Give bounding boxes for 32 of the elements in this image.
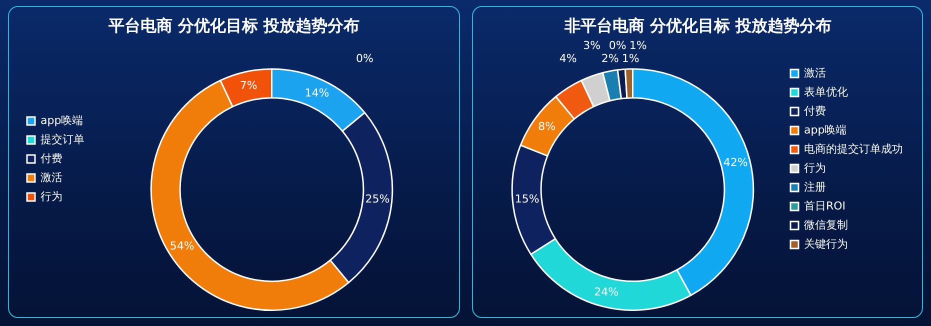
legend-label: 注册 — [804, 180, 826, 194]
data-label: 14% — [304, 86, 330, 100]
legend-label: 提交订单 — [40, 132, 84, 146]
legend-label: 行为 — [804, 161, 826, 174]
text: 0% — [356, 52, 374, 65]
legend-label: 电商的提交订单成功 — [804, 142, 902, 156]
chart-title: 平台电商 分优化目标 投放趋势分布 — [107, 16, 360, 35]
data-label: 2% — [600, 52, 618, 65]
legend-label: app唤端 — [40, 114, 84, 127]
chart-title: 非平台电商 分优化目标 投放趋势分布 — [562, 16, 832, 35]
data-label: 24% — [594, 285, 618, 298]
legend-label: 首日ROI — [804, 199, 846, 212]
data-label: 4% — [558, 52, 576, 65]
legend-label: 关键行为 — [804, 237, 848, 250]
legend-label: 行为 — [40, 190, 62, 203]
legend-label: 微信复制 — [804, 218, 848, 232]
data-label: 54% — [170, 239, 194, 252]
legend-label: 激活 — [804, 66, 826, 80]
data-label: 8% — [538, 120, 556, 134]
legend-label: app唤端 — [804, 123, 846, 136]
legend-label: 付费 — [804, 104, 826, 118]
data-label: 7% — [240, 78, 258, 92]
legend-label: 表单优化 — [804, 85, 848, 98]
data-label: 25% — [365, 192, 390, 206]
data-label: 1% — [621, 52, 639, 65]
legend-label: 激活 — [40, 170, 62, 184]
data-label: 3% — [582, 38, 600, 52]
text: 0% — [608, 38, 626, 52]
data-label: 1% — [628, 38, 646, 52]
data-label: 15% — [514, 192, 539, 206]
legend-label: 付费 — [40, 152, 62, 165]
data-label: 42% — [722, 156, 748, 170]
